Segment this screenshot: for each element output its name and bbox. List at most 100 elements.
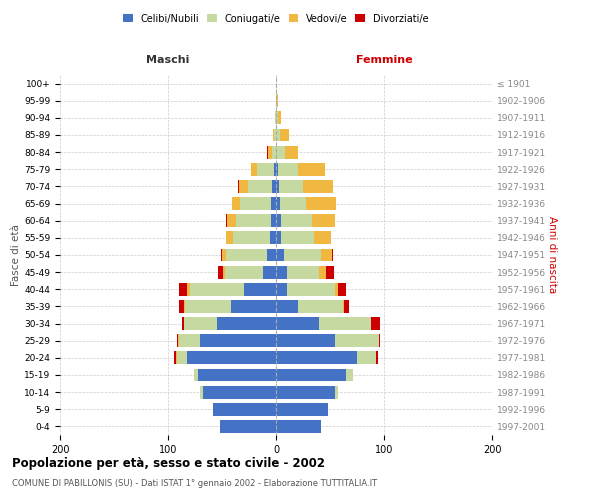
Bar: [277, 94, 278, 107]
Bar: [276, 180, 279, 193]
Bar: [274, 128, 276, 141]
Bar: [272, 180, 276, 193]
Bar: [257, 163, 274, 175]
Bar: [271, 197, 276, 210]
Bar: [194, 368, 198, 382]
Bar: [280, 197, 306, 210]
Bar: [275, 112, 276, 124]
Bar: [268, 248, 276, 262]
Bar: [248, 180, 272, 193]
Bar: [335, 334, 379, 347]
Bar: [276, 197, 280, 210]
Bar: [200, 386, 203, 398]
Bar: [269, 232, 276, 244]
Bar: [303, 180, 333, 193]
Bar: [179, 334, 200, 347]
Bar: [176, 352, 187, 364]
Bar: [281, 214, 311, 227]
Bar: [187, 283, 190, 296]
Bar: [343, 300, 344, 313]
Bar: [311, 214, 335, 227]
Bar: [268, 146, 272, 158]
Bar: [281, 232, 314, 244]
Bar: [179, 283, 187, 296]
Bar: [226, 214, 227, 227]
Bar: [175, 352, 176, 364]
Bar: [184, 300, 185, 313]
Bar: [335, 283, 338, 296]
Bar: [179, 300, 184, 313]
Bar: [376, 352, 377, 364]
Bar: [203, 386, 276, 398]
Bar: [190, 283, 244, 296]
Bar: [273, 128, 274, 141]
Bar: [319, 266, 326, 278]
Bar: [230, 300, 276, 313]
Bar: [276, 300, 298, 313]
Bar: [314, 232, 331, 244]
Bar: [214, 403, 276, 415]
Bar: [225, 266, 263, 278]
Bar: [200, 334, 276, 347]
Bar: [271, 214, 276, 227]
Bar: [287, 283, 335, 296]
Bar: [276, 248, 284, 262]
Bar: [276, 232, 281, 244]
Text: COMUNE DI PABILLONIS (SU) - Dati ISTAT 1° gennaio 2002 - Elaborazione TUTTITALIA: COMUNE DI PABILLONIS (SU) - Dati ISTAT 1…: [12, 479, 377, 488]
Bar: [276, 128, 280, 141]
Bar: [272, 146, 276, 158]
Bar: [220, 420, 276, 433]
Text: Femmine: Femmine: [356, 54, 412, 64]
Bar: [221, 248, 222, 262]
Bar: [217, 317, 276, 330]
Bar: [223, 266, 225, 278]
Bar: [332, 248, 333, 262]
Bar: [326, 266, 334, 278]
Bar: [276, 352, 357, 364]
Bar: [233, 232, 269, 244]
Bar: [344, 300, 349, 313]
Bar: [322, 248, 332, 262]
Bar: [284, 146, 298, 158]
Bar: [379, 334, 380, 347]
Bar: [238, 180, 239, 193]
Bar: [357, 352, 376, 364]
Bar: [278, 163, 298, 175]
Bar: [276, 403, 328, 415]
Bar: [176, 334, 178, 347]
Bar: [284, 248, 322, 262]
Bar: [244, 283, 276, 296]
Bar: [278, 112, 281, 124]
Bar: [274, 163, 276, 175]
Text: Popolazione per età, sesso e stato civile - 2002: Popolazione per età, sesso e stato civil…: [12, 458, 325, 470]
Bar: [287, 266, 319, 278]
Legend: Celibi/Nubili, Coniugati/e, Vedovi/e, Divorziati/e: Celibi/Nubili, Coniugati/e, Vedovi/e, Di…: [119, 10, 433, 28]
Bar: [306, 197, 337, 210]
Bar: [319, 317, 371, 330]
Bar: [338, 283, 346, 296]
Bar: [276, 94, 277, 107]
Bar: [276, 266, 287, 278]
Bar: [276, 368, 346, 382]
Text: Maschi: Maschi: [146, 54, 190, 64]
Y-axis label: Anni di nascita: Anni di nascita: [547, 216, 557, 294]
Bar: [276, 420, 322, 433]
Bar: [298, 163, 325, 175]
Bar: [276, 214, 281, 227]
Bar: [279, 180, 303, 193]
Bar: [263, 266, 276, 278]
Bar: [276, 146, 284, 158]
Bar: [241, 197, 271, 210]
Bar: [276, 283, 287, 296]
Bar: [239, 180, 248, 193]
Bar: [276, 386, 335, 398]
Bar: [371, 317, 380, 330]
Bar: [178, 334, 179, 347]
Bar: [346, 368, 353, 382]
Bar: [182, 317, 184, 330]
Bar: [276, 112, 278, 124]
Bar: [226, 248, 268, 262]
Bar: [280, 128, 289, 141]
Bar: [187, 352, 276, 364]
Bar: [227, 214, 236, 227]
